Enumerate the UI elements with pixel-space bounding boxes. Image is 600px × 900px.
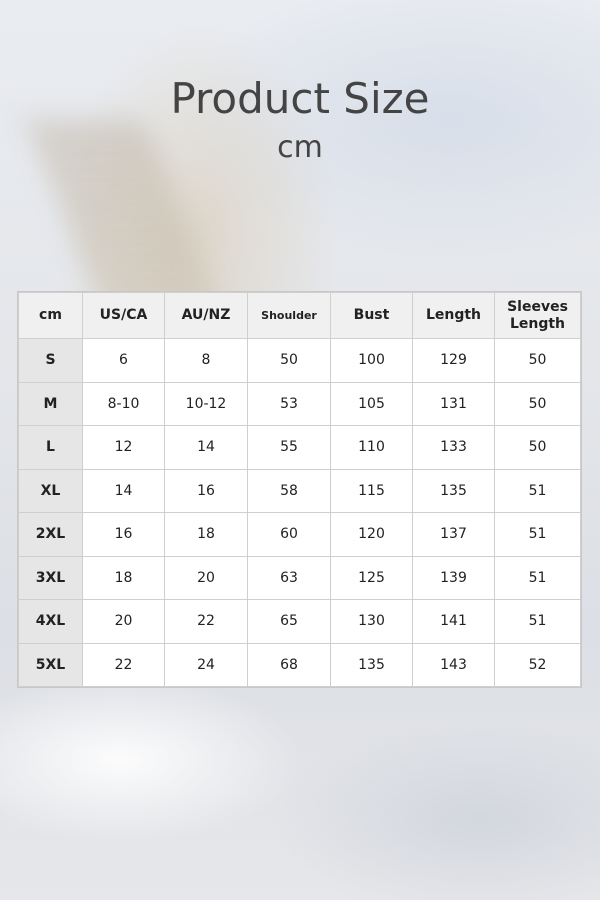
table-cell: 137 xyxy=(412,512,495,557)
table-row: XL 14 16 58 115 135 51 xyxy=(18,468,581,513)
table-row: 2XL 16 18 60 120 137 51 xyxy=(18,512,581,557)
table-cell: 58 xyxy=(247,468,331,513)
table-cell: 51 xyxy=(494,555,581,600)
unit-subtitle: cm xyxy=(277,130,323,165)
table-cell: 50 xyxy=(494,425,581,470)
table-cell: 6 xyxy=(82,338,165,383)
table-cell: 52 xyxy=(494,642,581,687)
size-label-cell: XL xyxy=(18,468,83,513)
table-cell: 63 xyxy=(247,555,331,600)
table-row: 4XL 20 22 65 130 141 51 xyxy=(18,599,581,644)
table-cell: 130 xyxy=(330,599,413,644)
table-cell: 22 xyxy=(82,642,165,687)
table-row: 3XL 18 20 63 125 139 51 xyxy=(18,555,581,600)
size-label-cell: 3XL xyxy=(18,555,83,600)
table-cell: 131 xyxy=(412,381,495,426)
table-cell: 8 xyxy=(164,338,248,383)
table-cell: 139 xyxy=(412,555,495,600)
column-header: US/CA xyxy=(82,292,165,339)
column-header: Length xyxy=(412,292,495,339)
table-row: 5XL 22 24 68 135 143 52 xyxy=(18,642,581,687)
table-cell: 120 xyxy=(330,512,413,557)
table-header-row: cm US/CA AU/NZ Shoulder Bust Length Sleeves Le… xyxy=(18,292,581,339)
table-cell: 143 xyxy=(412,642,495,687)
column-header: Sleeves Length xyxy=(494,292,581,339)
table-cell: 135 xyxy=(330,642,413,687)
size-label-cell: L xyxy=(18,425,83,470)
table-cell: 50 xyxy=(494,381,581,426)
table-cell: 14 xyxy=(164,425,248,470)
table-cell: 110 xyxy=(330,425,413,470)
table-cell: 8-10 xyxy=(82,381,165,426)
size-label-cell: M xyxy=(18,381,83,426)
table-cell: 53 xyxy=(247,381,331,426)
table-cell: 18 xyxy=(164,512,248,557)
size-chart-table: cm US/CA AU/NZ Shoulder Bust Length Sleeves Le… xyxy=(18,292,581,687)
size-label-cell: 4XL xyxy=(18,599,83,644)
table-cell: 100 xyxy=(330,338,413,383)
table-cell: 65 xyxy=(247,599,331,644)
column-header: Bust xyxy=(330,292,413,339)
table-cell: 51 xyxy=(494,512,581,557)
size-label-cell: 2XL xyxy=(18,512,83,557)
table-cell: 105 xyxy=(330,381,413,426)
size-label-cell: 5XL xyxy=(18,642,83,687)
table-cell: 129 xyxy=(412,338,495,383)
table-cell: 20 xyxy=(82,599,165,644)
table-cell: 14 xyxy=(82,468,165,513)
column-header: AU/NZ xyxy=(164,292,248,339)
table-cell: 68 xyxy=(247,642,331,687)
table-cell: 16 xyxy=(164,468,248,513)
table-cell: 50 xyxy=(247,338,331,383)
table-cell: 141 xyxy=(412,599,495,644)
table-row: S 6 8 50 100 129 50 xyxy=(18,338,581,383)
table-cell: 50 xyxy=(494,338,581,383)
size-label-cell: S xyxy=(18,338,83,383)
table-row: L 12 14 55 110 133 50 xyxy=(18,425,581,470)
column-header: Shoulder xyxy=(247,292,331,339)
table-cell: 133 xyxy=(412,425,495,470)
table-cell: 16 xyxy=(82,512,165,557)
table-cell: 12 xyxy=(82,425,165,470)
table-row: M 8-10 10-12 53 105 131 50 xyxy=(18,381,581,426)
table-cell: 51 xyxy=(494,468,581,513)
table-cell: 20 xyxy=(164,555,248,600)
table-cell: 60 xyxy=(247,512,331,557)
column-header: cm xyxy=(18,292,83,339)
page-title: Product Size xyxy=(170,74,430,123)
table-cell: 115 xyxy=(330,468,413,513)
table-cell: 125 xyxy=(330,555,413,600)
table-cell: 135 xyxy=(412,468,495,513)
table-cell: 18 xyxy=(82,555,165,600)
table-cell: 55 xyxy=(247,425,331,470)
table-cell: 24 xyxy=(164,642,248,687)
table-cell: 10-12 xyxy=(164,381,248,426)
table-cell: 51 xyxy=(494,599,581,644)
table-cell: 22 xyxy=(164,599,248,644)
